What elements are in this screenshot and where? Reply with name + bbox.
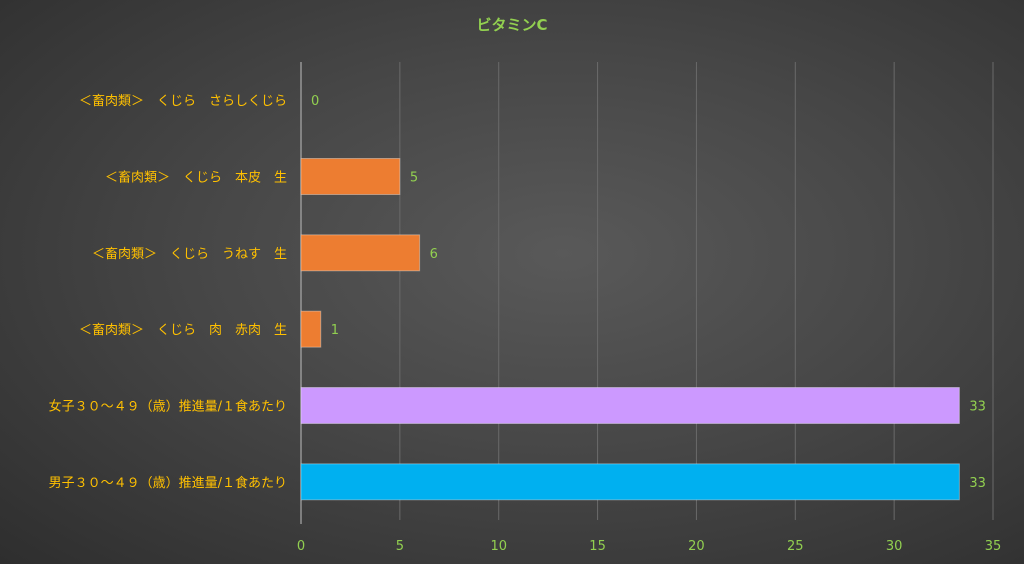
data-label: 33 [969,400,986,415]
x-tick-label: 25 [787,539,804,554]
x-tick-label: 5 [396,539,404,554]
category-label: ＜畜肉類＞ くじら 本皮 生 [105,170,287,186]
data-label: 1 [331,323,339,338]
data-label: 6 [430,247,438,262]
bar [300,463,960,501]
x-tick-label: 20 [688,539,705,554]
category-label: ＜畜肉類＞ くじら 肉 赤肉 生 [79,322,287,338]
category-label: ＜畜肉類＞ くじら さらしくじら [79,93,287,109]
bar [300,234,421,272]
x-tick-label: 10 [490,539,507,554]
data-label: 33 [969,476,986,491]
bar [300,387,960,424]
category-label: ＜畜肉類＞ くじら うねす 生 [92,246,287,262]
data-label: 0 [311,94,319,109]
data-label: 5 [410,171,418,186]
x-tick-label: 35 [985,539,1002,554]
x-tick-label: 30 [886,539,903,554]
x-tick-label: 15 [589,539,606,554]
category-label: 男子３０～４９（歳）推進量/１食あたり [49,475,287,491]
bar [300,310,322,348]
x-tick-label: 0 [297,539,305,554]
bar [300,158,401,195]
chart-title: ビタミンC [476,16,548,34]
category-label: 女子３０～４９（歳）推進量/１食あたり [49,399,287,415]
